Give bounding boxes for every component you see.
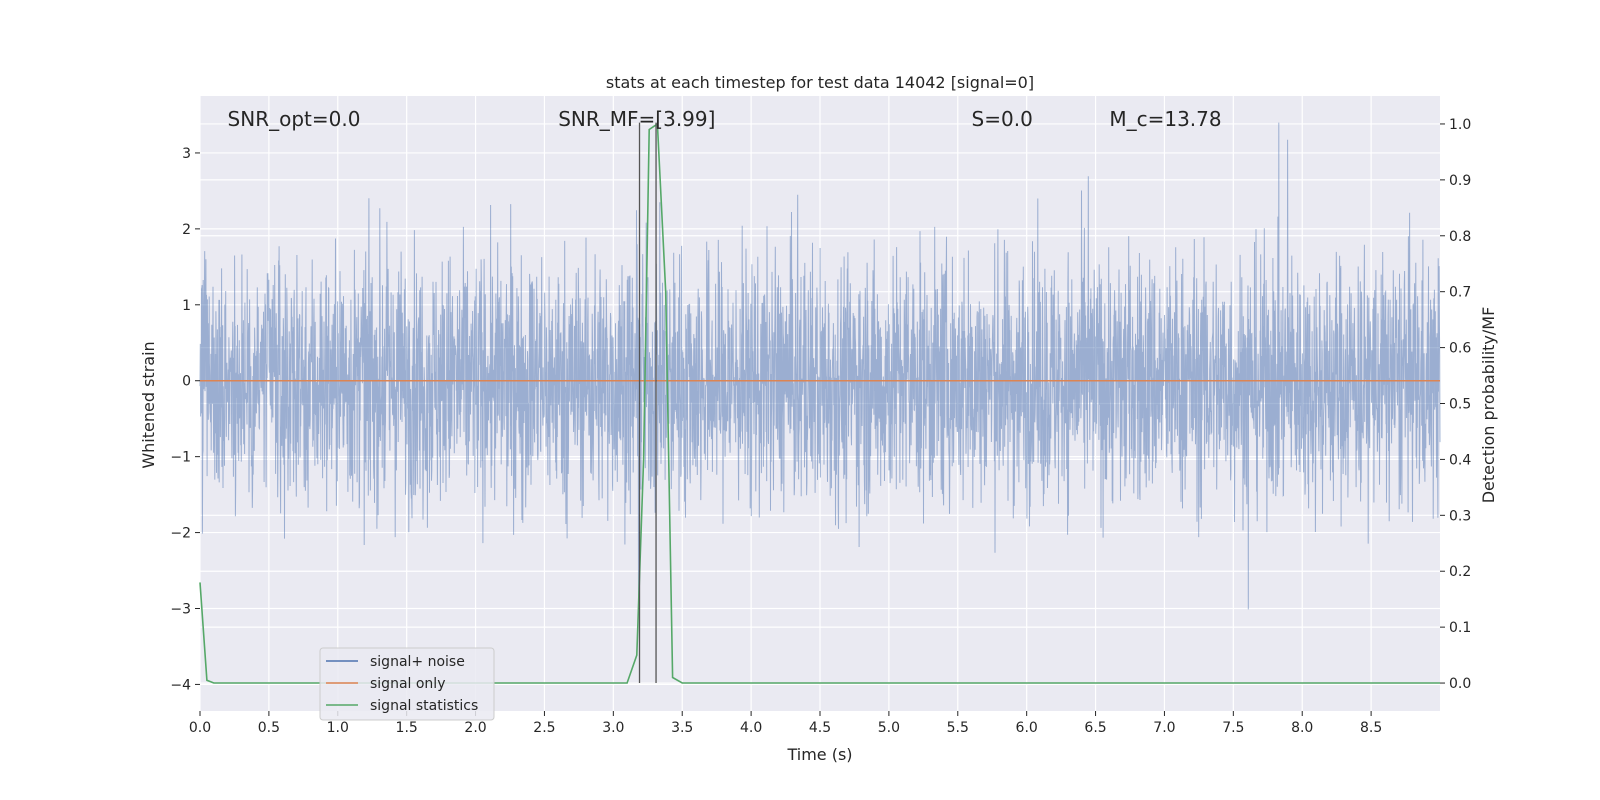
- legend-label-statistics: signal statistics: [370, 698, 478, 714]
- legend-label-noise: signal+ noise: [370, 654, 465, 670]
- x-tick-label: 8.0: [1291, 720, 1313, 736]
- y-right-tick-label: 1.0: [1449, 117, 1471, 133]
- annotation-text: SNR_MF=[3.99]: [558, 107, 715, 131]
- y-left-tick-label: −2: [170, 526, 191, 542]
- annotation-text: SNR_opt=0.0: [228, 107, 361, 131]
- y-right-tick-label: 0.7: [1449, 285, 1471, 301]
- y-right-tick-label: 0.3: [1449, 508, 1471, 524]
- series-signal-noise: [199, 122, 1441, 610]
- y-left-tick-label: −4: [170, 677, 191, 693]
- legend: signal+ noise signal only signal statist…: [319, 647, 495, 721]
- annotations: SNR_opt=0.0 SNR_MF=[3.99] S=0.0 M_c=13.78: [228, 107, 1222, 131]
- y-left-tick-label: −3: [170, 602, 191, 618]
- y-right-tick-label: 0.5: [1449, 397, 1471, 413]
- legend-box: [319, 647, 495, 721]
- x-tick-label: 1.5: [396, 720, 418, 736]
- y-left-tick-label: −1: [170, 450, 191, 466]
- x-tick-label: 0.0: [189, 720, 211, 736]
- x-tick-label: 3.5: [671, 720, 693, 736]
- y-right-tick-label: 0.0: [1449, 676, 1471, 692]
- y-left-tick-label: 2: [182, 222, 191, 238]
- y-right-tick-label: 0.6: [1449, 341, 1471, 357]
- y-left-tick-label: 3: [182, 146, 191, 162]
- annotation-text: S=0.0: [972, 107, 1033, 131]
- y-left-tick-label: 0: [182, 374, 191, 390]
- y-right-tick-label: 0.8: [1449, 229, 1471, 245]
- x-tick-label: 8.5: [1360, 720, 1382, 736]
- y-right-tick-label: 0.9: [1449, 173, 1471, 189]
- ticks: 0.0 0.5 1.0 1.5 2.0 2.5 3.0 3.5 4.0 4.5 5.0 5.5 6.0 6…: [170, 117, 1471, 736]
- x-tick-label: 5.5: [947, 720, 969, 736]
- x-tick-label: 5.0: [878, 720, 900, 736]
- x-tick-label: 3.0: [602, 720, 624, 736]
- x-tick-label: 4.0: [740, 720, 762, 736]
- vertical-markers: [638, 122, 657, 684]
- line-series: [199, 122, 1440, 684]
- x-tick-label: 7.5: [1222, 720, 1244, 736]
- x-tick-label: 6.5: [1084, 720, 1106, 736]
- x-tick-label: 6.0: [1016, 720, 1038, 736]
- y-right-tick-label: 0.1: [1449, 620, 1471, 636]
- annotation-text: M_c=13.78: [1109, 107, 1221, 131]
- y-axis-label-left: Whitened strain: [139, 341, 158, 468]
- x-tick-label: 2.0: [464, 720, 486, 736]
- x-tick-label: 7.0: [1153, 720, 1175, 736]
- chart-title: stats at each timestep for test data 140…: [606, 73, 1034, 92]
- x-axis-label: Time (s): [786, 745, 852, 764]
- y-left-tick-label: 1: [182, 298, 191, 314]
- x-tick-label: 1.0: [327, 720, 349, 736]
- x-tick-label: 4.5: [809, 720, 831, 736]
- x-tick-label: 2.5: [533, 720, 555, 736]
- legend-label-signal: signal only: [370, 676, 445, 692]
- y-axis-label-right: Detection probability/MF: [1479, 307, 1498, 504]
- y-right-tick-label: 0.4: [1449, 452, 1471, 468]
- noise-series: [199, 122, 1441, 610]
- x-tick-label: 0.5: [258, 720, 280, 736]
- series-signal-statistics: [199, 122, 1440, 684]
- y-right-tick-label: 0.2: [1449, 564, 1471, 580]
